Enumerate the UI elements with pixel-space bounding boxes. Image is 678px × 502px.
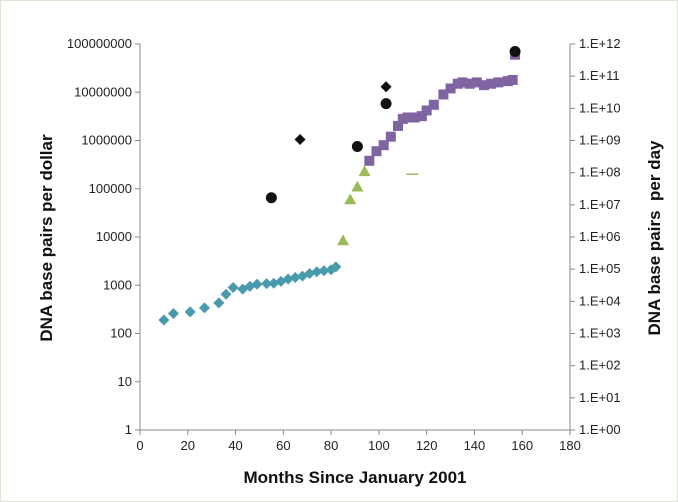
plot-area: 1101001000100001000001000000100000001000…: [67, 36, 621, 453]
data-point-square: [428, 99, 439, 110]
data-point-square: [471, 77, 482, 88]
x-tick-label: 120: [416, 438, 438, 453]
data-point-square: [402, 112, 413, 123]
y-axis-title: DNA base pairs per dollar: [37, 134, 56, 342]
data-point-diamond: [213, 297, 225, 309]
y2-tick-label: 1.E+03: [579, 326, 621, 341]
x-tick-label: 0: [136, 438, 143, 453]
x-tick-label: 60: [276, 438, 290, 453]
data-point-diamond: [294, 133, 306, 145]
y-tick-label: 10: [118, 374, 132, 389]
data-point-triangle: [344, 193, 357, 205]
data-point-square: [445, 83, 456, 94]
y2-tick-label: 1.E+02: [579, 358, 621, 373]
y2-tick-label: 1.E+04: [579, 293, 621, 308]
y2-tick-label: 1.E+09: [579, 133, 621, 148]
x-tick-label: 140: [464, 438, 486, 453]
y-tick-label: 1000: [103, 277, 132, 292]
x-tick-label: 40: [228, 438, 242, 453]
data-point-diamond: [251, 278, 263, 290]
y2-axis-title: DNA base pairs per day: [645, 140, 664, 335]
data-point-diamond: [261, 278, 273, 290]
data-point-diamond: [380, 81, 392, 93]
data-point-diamond: [318, 265, 330, 277]
x-tick-label: 100: [368, 438, 390, 453]
y-tick-label: 1: [125, 422, 132, 437]
data-point-diamond: [282, 273, 294, 285]
data-point-circle: [265, 192, 277, 204]
y2-tick-label: 1.E+05: [579, 261, 621, 276]
data-point-diamond: [199, 302, 210, 314]
data-point-diamond: [227, 281, 239, 293]
data-point-square: [464, 78, 475, 89]
data-point-diamond: [158, 314, 170, 326]
data-point-triangle: [351, 180, 364, 192]
data-point-square: [393, 120, 403, 131]
data-point-circle: [380, 98, 392, 110]
data-point-square: [416, 111, 427, 122]
data-point-square: [486, 78, 497, 89]
y2-tick-label: 1.E+12: [579, 36, 621, 51]
data-point-square: [438, 89, 449, 100]
data-point-square: [493, 77, 504, 88]
x-axis-title: Months Since January 2001: [244, 468, 467, 487]
x-tick-label: 80: [324, 438, 338, 453]
data-point-square: [507, 74, 518, 85]
x-tick-label: 160: [511, 438, 533, 453]
y2-tick-label: 1.E+07: [579, 197, 621, 212]
data-point-diamond: [311, 266, 323, 278]
data-point-triangle: [337, 234, 350, 246]
y-tick-label: 1000000: [81, 133, 132, 148]
y-tick-label: 100: [110, 326, 132, 341]
y2-tick-label: 1.E+06: [579, 229, 621, 244]
y2-tick-label: 1.E+00: [579, 422, 621, 437]
data-point-square: [421, 105, 432, 116]
x-tick-label: 180: [559, 438, 581, 453]
data-point-diamond: [289, 271, 301, 283]
x-tick-label: 20: [181, 438, 195, 453]
data-point-square: [457, 77, 468, 88]
data-point-square: [378, 140, 389, 151]
data-point-square: [371, 146, 382, 157]
data-points: [158, 45, 521, 326]
y2-tick-label: 1.E+08: [579, 165, 621, 180]
y-tick-label: 10000000: [74, 84, 132, 99]
y2-tick-label: 1.E+11: [579, 68, 620, 83]
data-point-diamond: [184, 306, 196, 318]
y2-tick-label: 1.E+01: [579, 390, 621, 405]
data-point-diamond: [509, 45, 521, 57]
data-point-triangle: [358, 165, 371, 177]
y-tick-label: 100000: [89, 181, 132, 196]
data-point-circle: [351, 141, 363, 153]
y2-tick-label: 1.E+10: [579, 100, 621, 115]
data-point-square: [479, 80, 489, 91]
y-tick-label: 100000000: [67, 36, 132, 51]
data-point-diamond: [167, 307, 179, 319]
data-point-diamond: [330, 261, 342, 273]
data-point-square: [364, 155, 375, 166]
data-point-square: [385, 131, 396, 142]
y-tick-label: 10000: [96, 229, 132, 244]
data-point-diamond: [220, 288, 232, 300]
data-point-square: [409, 112, 420, 123]
